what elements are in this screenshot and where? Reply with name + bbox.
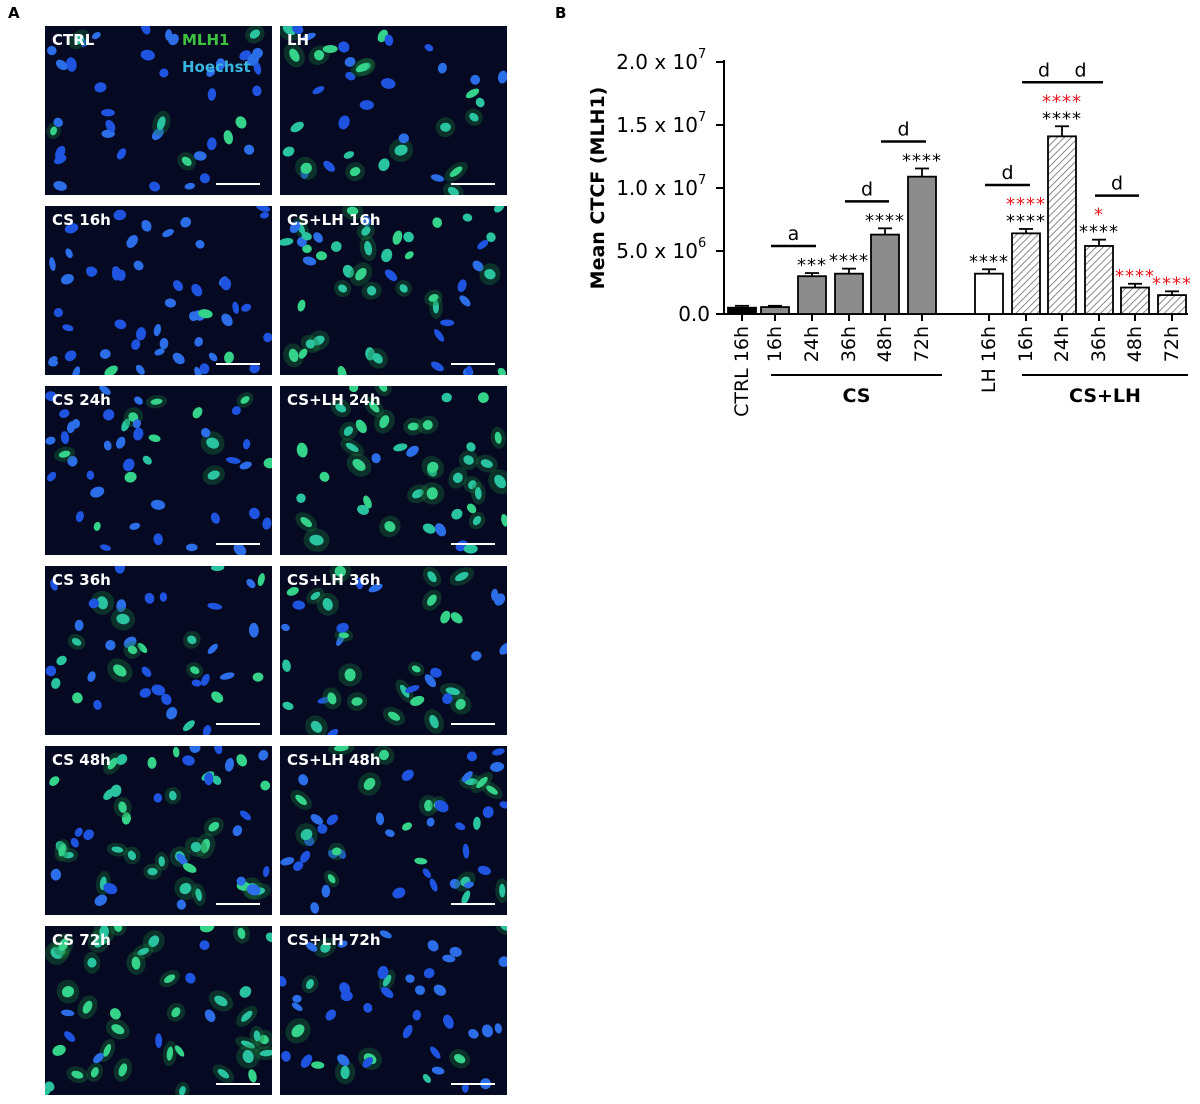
comparison-letter: d (1074, 59, 1086, 81)
y-tick-label: 1.0 x 10 (616, 176, 698, 200)
x-tick-label: 36h (838, 326, 860, 362)
scale-bar (216, 543, 260, 545)
comparison-letter: d (1111, 173, 1123, 195)
y-tick-label: 1.5 x 10 (616, 113, 698, 137)
significance-black: *** (797, 255, 827, 276)
bar (1120, 286, 1150, 315)
comparison-letter: a (788, 223, 800, 245)
scale-bar (451, 723, 495, 725)
y-tick-label: 5.0 x 10 (616, 239, 698, 263)
x-tick-label: 48h (874, 326, 896, 362)
scale-bar (451, 183, 495, 185)
comparison-letter: d (861, 178, 873, 200)
micrograph-label: CS+LH 24h (287, 391, 381, 409)
y-tick-exponent: 7 (698, 47, 706, 62)
micrograph-label: CS 16h (52, 211, 111, 229)
micrograph-label: CS+LH 36h (287, 571, 381, 589)
scale-bar (216, 183, 260, 185)
micrograph-label: CS 48h (52, 751, 111, 769)
bar (1011, 232, 1041, 315)
comparison-letter: d (897, 118, 909, 140)
x-tick-label: CTRL 16h (731, 326, 753, 417)
scale-bar (216, 903, 260, 905)
y-tick-exponent: 7 (698, 110, 706, 125)
scale-bar (451, 543, 495, 545)
comparison-letter: d (1038, 59, 1050, 81)
y-tick-label: 0.0 (678, 302, 710, 326)
significance-red: **** (1006, 194, 1046, 215)
micrograph-ctrl: CTRL MLH1 Hoechst (45, 26, 272, 195)
y-tick-exponent: 6 (698, 236, 706, 251)
micrograph-cs-72h: CS 72h (45, 926, 272, 1095)
significance-red: **** (1152, 273, 1190, 294)
x-tick-label: 72h (911, 326, 933, 362)
significance-black: **** (1079, 222, 1119, 243)
panel-b-letter: B (555, 4, 567, 22)
significance-black: **** (902, 150, 942, 171)
micrograph-cs-lh-48h: CS+LH 48h (280, 746, 507, 915)
comparison-letter: d (1001, 162, 1013, 184)
significance-red: **** (1115, 266, 1155, 287)
mlh1-ctcf-bar-chart: 0.05.0 x 10 61.0 x 10 71.5 x 10 72.0 x 10 7M… (587, 47, 1190, 417)
group-label: CS (843, 385, 871, 407)
group-label: CS+LH (1069, 385, 1141, 407)
x-tick-label: 48h (1124, 326, 1146, 362)
significance-red: * (1094, 205, 1104, 226)
x-tick-label: 24h (801, 326, 823, 362)
micrograph-label: CS+LH 16h (287, 211, 381, 229)
x-tick-label: 16h (764, 326, 786, 362)
micrograph-label: CS 72h (52, 931, 111, 949)
micrograph-cs-lh-24h: CS+LH 24h (280, 386, 507, 555)
y-tick-exponent: 7 (698, 173, 706, 188)
micrograph-label: CS+LH 48h (287, 751, 381, 769)
micrograph-cs-48h: CS 48h (45, 746, 272, 915)
bar (797, 275, 827, 315)
micrograph-cs-16h: CS 16h (45, 206, 272, 375)
bar (760, 306, 790, 315)
micrograph-cs-lh-36h: CS+LH 36h (280, 566, 507, 735)
significance-black: **** (829, 251, 869, 272)
significance-black: **** (1042, 108, 1082, 129)
micrograph-label: LH (287, 31, 310, 49)
bar (1084, 245, 1114, 315)
bar (870, 233, 900, 315)
x-tick-label: 24h (1051, 326, 1073, 362)
x-tick-label: 36h (1088, 326, 1110, 362)
channel-label-hoechst: Hoechst (182, 58, 251, 76)
scale-bar (451, 1083, 495, 1085)
y-tick-label: 2.0 x 10 (616, 50, 698, 74)
significance-black: **** (865, 210, 905, 231)
micrograph-lh: LH (280, 26, 507, 195)
scale-bar (451, 363, 495, 365)
bar (1157, 294, 1187, 315)
scale-bar (216, 363, 260, 365)
panel-a-letter: A (8, 4, 20, 22)
significance-red: **** (1042, 91, 1082, 112)
bar (1047, 135, 1077, 315)
micrograph-cs-36h: CS 36h (45, 566, 272, 735)
bar (834, 272, 864, 315)
micrograph-label: CS 24h (52, 391, 111, 409)
significance-black: **** (1006, 211, 1046, 232)
y-axis-title: Mean CTCF (MLH1) (587, 87, 609, 290)
micrograph-cs-lh-72h: CS+LH 72h (280, 926, 507, 1095)
significance-black: **** (969, 251, 1009, 272)
scale-bar (216, 1083, 260, 1085)
scale-bar (216, 723, 260, 725)
bar (727, 306, 757, 315)
bar (974, 272, 1004, 315)
x-tick-label: 16h (1015, 326, 1037, 362)
bar (907, 175, 937, 315)
x-tick-label: 72h (1161, 326, 1183, 362)
x-tick-label: LH 16h (978, 326, 1000, 393)
scale-bar (451, 903, 495, 905)
channel-label-mlh1: MLH1 (182, 31, 230, 49)
micrograph-label: CS 36h (52, 571, 111, 589)
micrograph-cs-24h: CS 24h (45, 386, 272, 555)
micrograph-cs-lh-16h: CS+LH 16h (280, 206, 507, 375)
micrograph-label: CTRL (52, 31, 95, 49)
micrograph-label: CS+LH 72h (287, 931, 381, 949)
